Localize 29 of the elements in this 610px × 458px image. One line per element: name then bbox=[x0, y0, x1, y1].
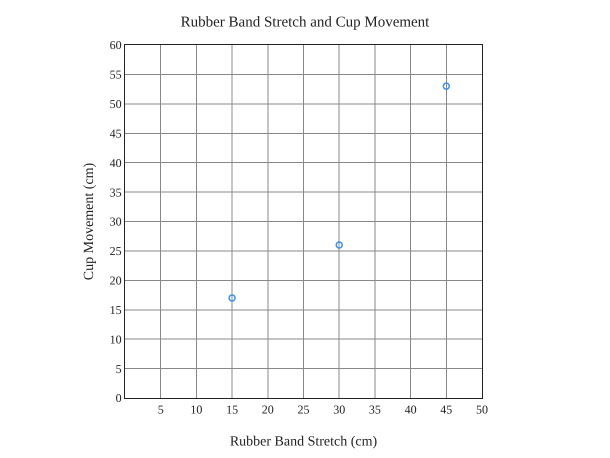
chart-title: Rubber Band Stretch and Cup Movement bbox=[180, 14, 430, 31]
y-tick-label: 0 bbox=[116, 391, 122, 406]
y-tick-label: 40 bbox=[110, 156, 122, 170]
x-tick-label: 35 bbox=[368, 402, 381, 416]
y-axis-title: Cup Movement (cm) bbox=[82, 162, 98, 280]
y-tick-label: 20 bbox=[110, 274, 122, 288]
point bbox=[442, 82, 450, 90]
y-tick-label: 5 bbox=[116, 362, 122, 376]
x-tick-label: 20 bbox=[262, 402, 274, 416]
x-axis-title: Rubber Band Stretch (cm) bbox=[230, 434, 378, 450]
y-tick-label: 30 bbox=[110, 214, 122, 229]
x-tick-label: 40 bbox=[404, 402, 417, 416]
y-tick-label: 45 bbox=[110, 126, 122, 140]
y-tick-label: 10 bbox=[110, 332, 122, 346]
y-tick-label: 50 bbox=[110, 97, 122, 112]
y-tick-label: 35 bbox=[110, 185, 122, 200]
x-tick-label: 30 bbox=[333, 402, 346, 416]
x-tick-label: 5 bbox=[158, 402, 164, 416]
x-tick-label: 50 bbox=[476, 402, 488, 416]
x-tick-label: 10 bbox=[190, 402, 202, 416]
x-tick-label: 15 bbox=[226, 402, 238, 416]
y-tick-label: 15 bbox=[110, 302, 122, 317]
y-tick-label: 55 bbox=[110, 68, 122, 82]
x-tick-label: 45 bbox=[440, 402, 452, 416]
y-tick-label: 60 bbox=[110, 38, 122, 52]
point bbox=[228, 294, 236, 302]
point bbox=[335, 241, 343, 249]
y-tick-label: 25 bbox=[110, 244, 122, 258]
x-tick-label: 25 bbox=[298, 402, 310, 416]
